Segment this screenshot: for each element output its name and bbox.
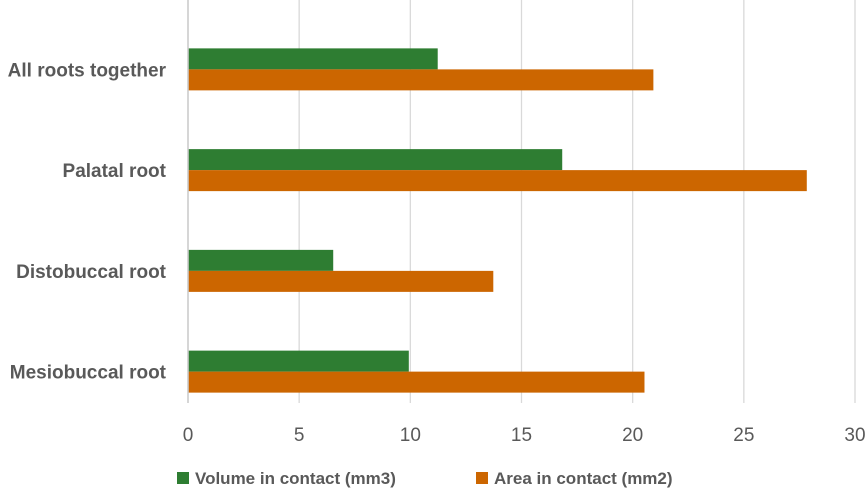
category-label: Mesiobuccal root — [10, 363, 167, 384]
bar — [188, 270, 494, 292]
x-tick-label: 10 — [400, 425, 421, 446]
bar — [188, 350, 409, 372]
bar — [188, 170, 807, 192]
bar — [188, 48, 438, 70]
x-tick-label: 0 — [183, 425, 194, 446]
bar — [188, 149, 563, 171]
category-label: All roots together — [8, 60, 167, 81]
bar — [188, 69, 654, 91]
category-label: Distobuccal root — [16, 262, 167, 283]
category-label: Palatal root — [63, 161, 167, 182]
x-tick-label: 5 — [294, 425, 305, 446]
category-labels: Mesiobuccal root Distobuccal root Palatal … — [8, 60, 167, 383]
x-tick-label: 25 — [733, 425, 754, 446]
legend-label: Volume in contact (mm3) — [195, 469, 396, 488]
legend-swatch — [177, 472, 189, 484]
x-tick-label: 15 — [511, 425, 532, 446]
bar — [188, 249, 334, 271]
legend-swatch — [476, 472, 488, 484]
bars — [188, 48, 807, 393]
legend: Volume in contact (mm3) Area in contact (… — [177, 469, 673, 488]
x-tick-label: 30 — [844, 425, 865, 446]
legend-label: Area in contact (mm2) — [494, 469, 673, 488]
tick-labels: 0 5 10 15 20 25 30 — [183, 425, 866, 446]
bar — [188, 371, 645, 393]
x-tick-label: 20 — [622, 425, 643, 446]
